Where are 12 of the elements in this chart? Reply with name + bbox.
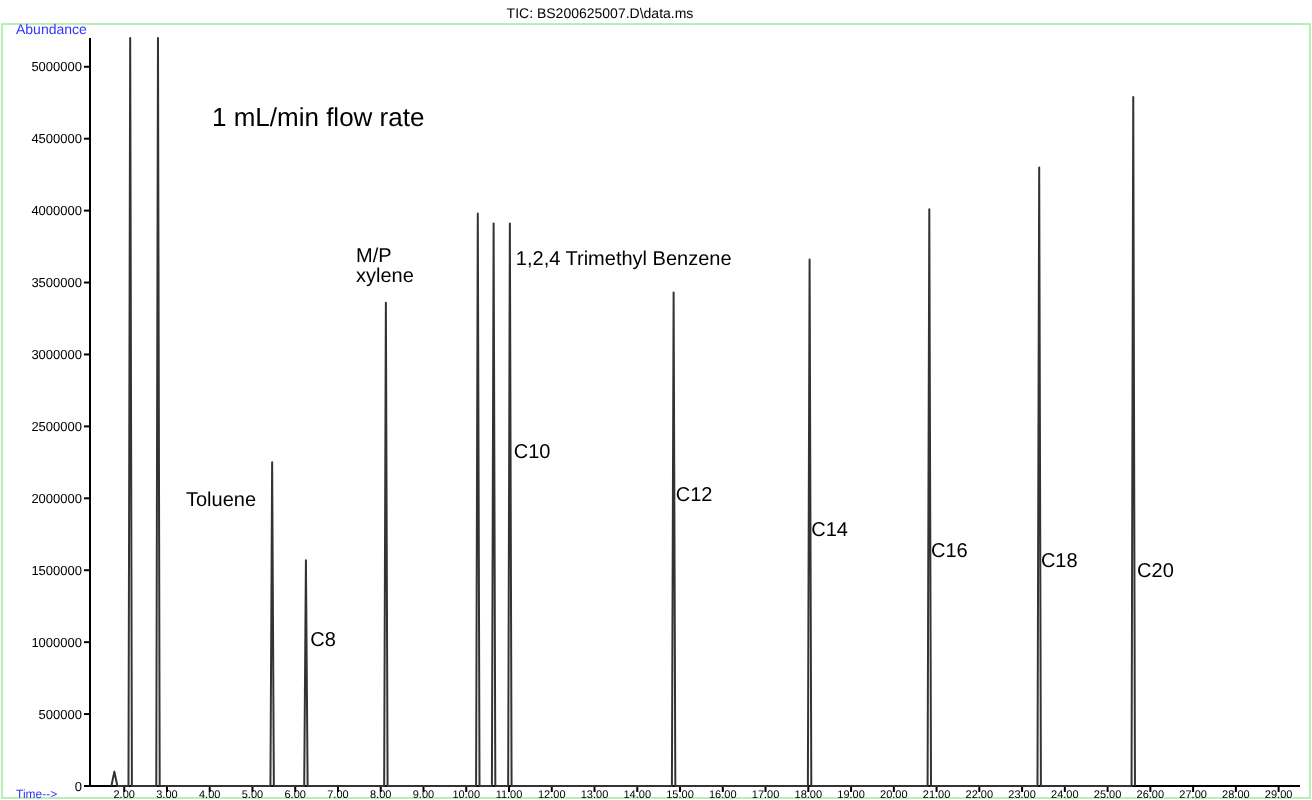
annotation: C20 (1137, 561, 1175, 584)
annotation: C12 (675, 485, 714, 508)
annotation: 1 mL/min flow rate (212, 102, 425, 132)
annotation: C14 (811, 519, 849, 542)
annotation: M/P xylene (356, 246, 415, 288)
annotation: C16 (931, 541, 969, 564)
annotation: C8 (310, 630, 337, 653)
annotation: Toluene (186, 490, 257, 512)
annotation: 1,2,4 Trimethyl Benzene (515, 249, 733, 272)
annotation: C10 (513, 442, 552, 465)
annotation: C18 (1040, 551, 1079, 574)
line-series (110, 37, 1136, 787)
